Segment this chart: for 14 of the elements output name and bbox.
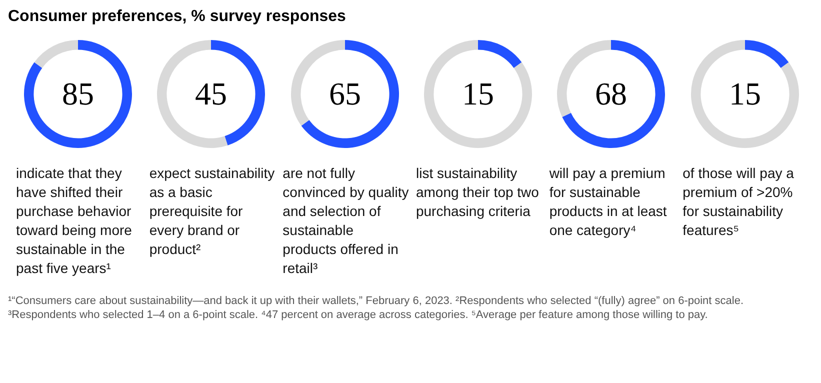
data-label: 68 bbox=[595, 75, 628, 112]
text: ¹“Consumers care about sustainability—and back it up with their wallets,” February 6, 2023. ²Respondents who selected “(fully) agree” on 6-point scale. ³Respondents who selected 1–4 on a 6-point scale. ⁴47 percent on average across categories. ⁵Average per feature among those willing to pay. bbox=[8, 294, 745, 322]
text: of those will pay a premium of >20% for sustainability features⁵ bbox=[682, 164, 795, 240]
data-label: 15 bbox=[728, 75, 761, 112]
text: indicate that they have shifted their purchase behavior toward being more sustainable in the past five years¹ bbox=[16, 164, 133, 278]
text: are not fully convinced by quality and selection of sustainable products offered in retail³ bbox=[282, 164, 410, 278]
text: Consumer preferences, % survey responses bbox=[8, 8, 347, 26]
data-label: 45 bbox=[195, 75, 228, 112]
text: will pay a premium for sustainable products in at least one category⁴ bbox=[549, 164, 668, 240]
data-label: 85 bbox=[62, 75, 94, 112]
data-label: 65 bbox=[328, 75, 361, 112]
text: expect sustainability as a basic prerequisite for every brand or product² bbox=[149, 164, 276, 259]
data-label: 15 bbox=[462, 75, 494, 112]
text: list sustainability among their top two purchasing criteria bbox=[416, 164, 540, 221]
